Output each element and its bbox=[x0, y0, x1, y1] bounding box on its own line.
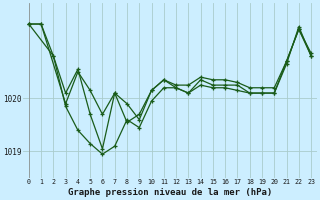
X-axis label: Graphe pression niveau de la mer (hPa): Graphe pression niveau de la mer (hPa) bbox=[68, 188, 272, 197]
